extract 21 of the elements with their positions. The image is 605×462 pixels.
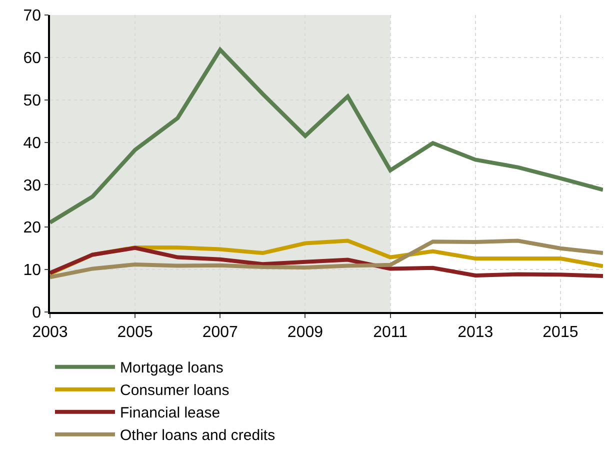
legend-label: Financial lease [120,404,220,422]
y-tick-label: 0 [32,304,42,322]
y-tick-label: 60 [23,50,42,68]
x-tick-label: 2009 [287,324,324,341]
y-tick-label: 30 [23,177,42,194]
x-tick-label: 2015 [542,324,578,341]
x-tick-label: 2013 [458,324,494,341]
line-series [50,246,603,278]
legend-label: Consumer loans [120,382,230,400]
x-tick-label: 2007 [202,324,238,341]
x-tick-label: 2003 [32,324,68,341]
line-series [50,48,603,224]
legend-label: Other loans and credits [120,427,276,444]
y-tick-label: 70 [23,8,42,25]
y-tick-label: 20 [23,220,42,237]
y-tick-label: 10 [23,262,42,280]
y-tick-label: 50 [23,92,42,110]
y-tick-label: 40 [23,134,42,152]
x-tick-label: 2011 [373,324,408,341]
x-tick-label: 2005 [117,324,153,341]
legend-label: Mortgage loans [120,360,224,377]
